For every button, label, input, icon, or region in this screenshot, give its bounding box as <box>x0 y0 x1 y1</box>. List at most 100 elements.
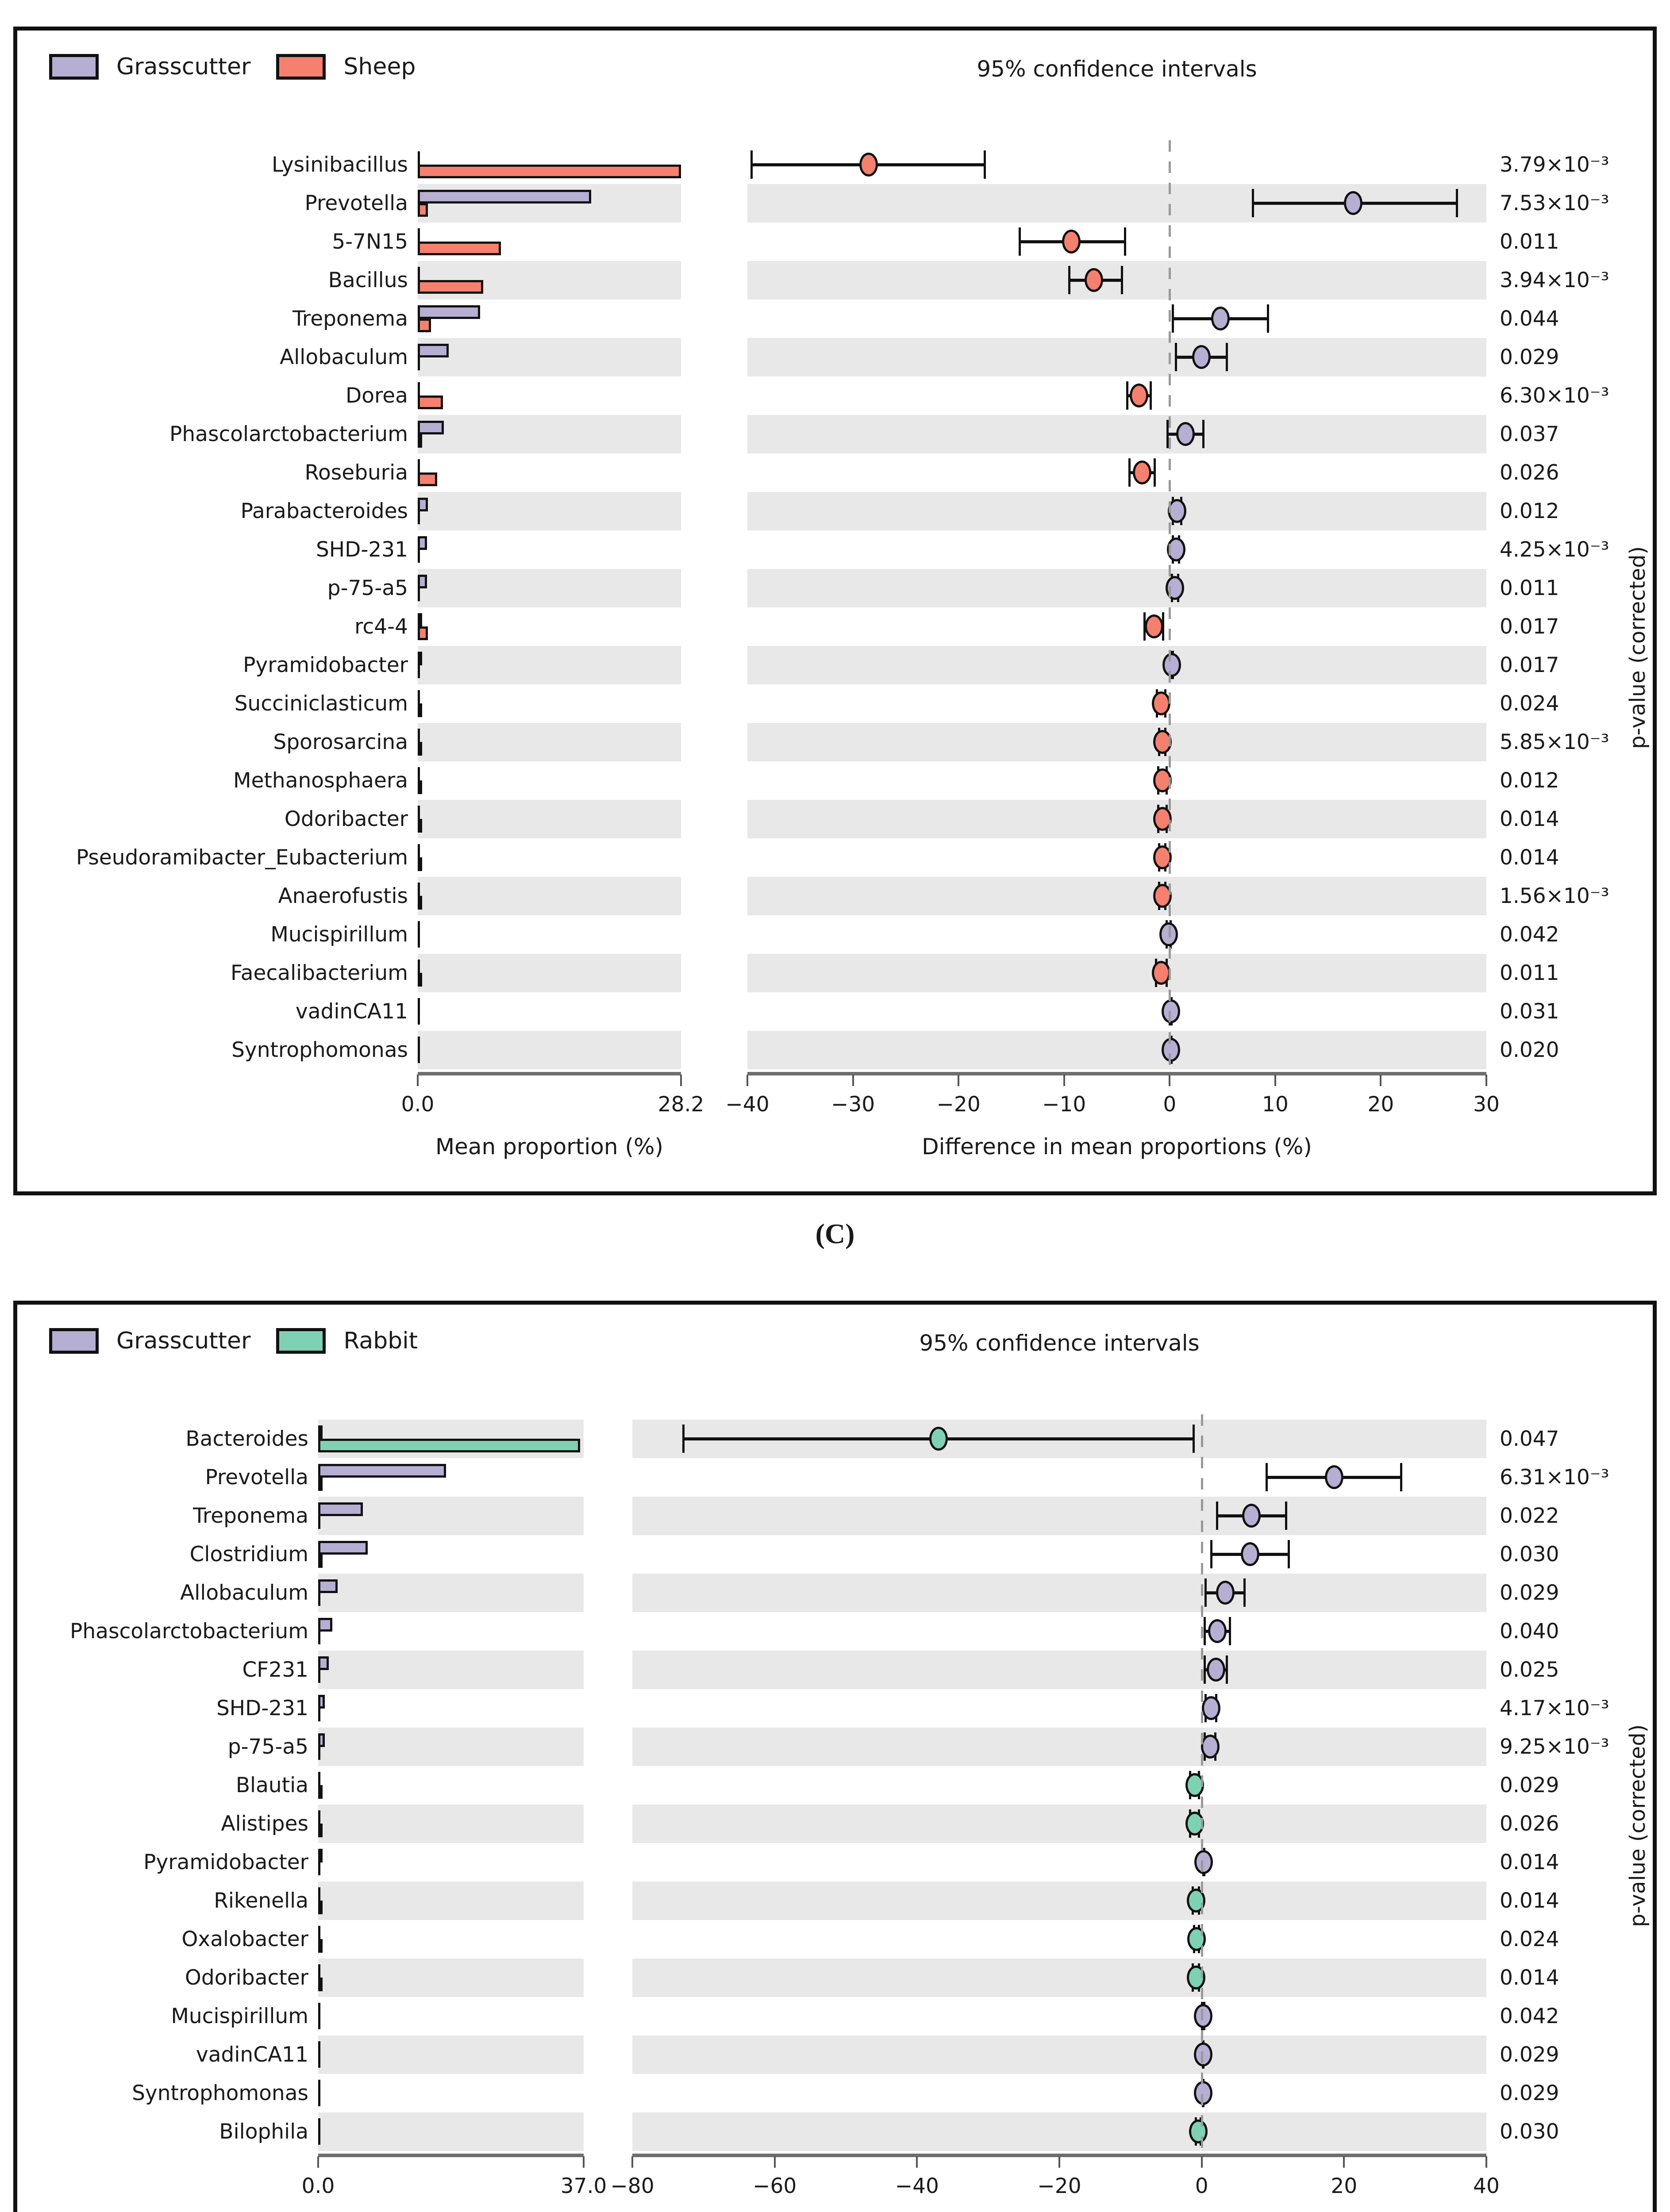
mean-bar-group2 <box>418 319 431 332</box>
bars-cell <box>318 1959 584 1997</box>
ci-dot <box>1242 1504 1261 1528</box>
taxon-label: Treponema <box>292 307 408 331</box>
bars-cell <box>318 2112 584 2151</box>
p-value: 0.026 <box>1500 1812 1559 1836</box>
legend-swatch-sheep <box>276 54 326 80</box>
p-value: 4.17×10⁻³ <box>1500 1696 1609 1720</box>
p-value: 6.30×10⁻³ <box>1500 384 1609 408</box>
taxon-row: rc4-4 0.017 <box>17 607 1653 646</box>
p-value: 0.024 <box>1500 691 1559 716</box>
ci-cell <box>747 492 1486 530</box>
p-value: 0.014 <box>1500 807 1559 831</box>
p-value: 0.011 <box>1500 576 1559 600</box>
p-value: 1.56×10⁻³ <box>1500 884 1609 908</box>
axis-tick-label: 20 <box>1331 2174 1358 2198</box>
ci-dot <box>1193 2004 1212 2028</box>
taxon-label: Syntrophomonas <box>132 2081 308 2105</box>
ci-cap-low <box>1216 1502 1218 1530</box>
axis-tick-label: −30 <box>831 1092 875 1117</box>
ci-cap-low <box>1172 304 1174 333</box>
ci-cell <box>747 723 1486 761</box>
mean-bar-grasscutter <box>418 344 449 357</box>
taxon-row: Bacteroides 0.047 <box>17 1420 1653 1458</box>
mean-bar-group2 <box>418 165 681 178</box>
ci-dot <box>1216 1581 1235 1605</box>
p-value: 3.79×10⁻³ <box>1500 153 1609 177</box>
ci-cell <box>632 1612 1486 1651</box>
p-value: 0.030 <box>1500 1542 1559 1567</box>
taxon-label: Bilophila <box>219 2120 308 2144</box>
taxon-row: Prevotella 7.53×10⁻³ <box>17 184 1653 223</box>
axis-tick-label: 0 <box>1163 1092 1177 1117</box>
taxon-row: 5-7N15 0.011 <box>17 223 1653 261</box>
taxon-label: Sporosarcina <box>273 730 408 754</box>
ci-cell <box>747 338 1486 376</box>
ci-dot <box>859 153 878 177</box>
taxon-row: Odoribacter 0.014 <box>17 800 1653 838</box>
p-value: 5.85×10⁻³ <box>1500 730 1609 754</box>
ci-dot <box>1062 230 1081 253</box>
p-value: 0.026 <box>1500 461 1559 485</box>
taxon-row: Phascolarctobacterium 0.040 <box>17 1612 1653 1651</box>
ci-cell <box>747 761 1486 800</box>
bars-cell <box>418 338 681 376</box>
ci-dot <box>1144 614 1163 638</box>
ci-dot <box>1152 961 1171 985</box>
zero-line <box>1201 1414 1203 2156</box>
taxon-label: Lysinibacillus <box>271 153 408 177</box>
taxon-row: vadinCA11 0.029 <box>17 2035 1653 2074</box>
p-value: 7.53×10⁻³ <box>1500 191 1609 215</box>
bar-axis-stub <box>418 998 420 1025</box>
taxon-label: CF231 <box>242 1658 308 1682</box>
ci-dot <box>1185 1773 1204 1797</box>
ci-dot <box>1211 307 1230 330</box>
axis-tick-label: −10 <box>1042 1092 1086 1117</box>
taxon-row: Mucispirillum 0.042 <box>17 915 1653 954</box>
axis-tick <box>1343 2156 1345 2168</box>
p-value: 0.029 <box>1500 2081 1559 2105</box>
bar-axis-stub <box>318 2118 320 2145</box>
bars-cell <box>418 992 681 1031</box>
taxon-row: Dorea 6.30×10⁻³ <box>17 376 1653 415</box>
taxon-label: Odoribacter <box>284 807 408 831</box>
ci-dot <box>1344 191 1363 215</box>
taxon-row: Odoribacter 0.014 <box>17 1959 1653 1997</box>
axis-tick <box>773 2156 776 2168</box>
taxon-label: Pyramidobacter <box>243 653 408 677</box>
axis-tick <box>1058 2156 1060 2168</box>
ci-cap-low <box>1166 420 1169 448</box>
ci-cell <box>632 1728 1486 1766</box>
axis-tick <box>583 2156 585 2168</box>
legend-label: Sheep <box>343 54 416 80</box>
ci-cell <box>747 1031 1486 1069</box>
axis-tick-label: −40 <box>725 1092 770 1117</box>
p-value: 4.25×10⁻³ <box>1500 538 1609 562</box>
p-value: 0.030 <box>1500 2120 1559 2144</box>
taxon-label: Treponema <box>193 1504 308 1528</box>
axis-tick-label: 0.0 <box>401 1092 435 1117</box>
mean-bar-grasscutter <box>418 652 422 665</box>
ci-title: 95% confidence intervals <box>977 56 1257 82</box>
mean-bar-group2 <box>418 434 422 448</box>
ci-cell <box>747 607 1486 646</box>
taxon-row: Allobaculum 0.029 <box>17 338 1653 376</box>
legend-item-grasscutter: Grasscutter <box>49 54 250 80</box>
mean-bar-group2 <box>418 626 428 640</box>
ci-cap-high <box>1149 381 1152 410</box>
taxon-row: Pyramidobacter 0.014 <box>17 1843 1653 1882</box>
bars-cell <box>418 492 681 530</box>
p-value: 0.017 <box>1500 653 1559 677</box>
taxon-label: SHD-231 <box>216 1696 308 1720</box>
axis-tick-label: −80 <box>610 2174 654 2198</box>
ci-cell <box>747 300 1486 338</box>
p-value: 0.040 <box>1500 1619 1559 1644</box>
p-value: 0.014 <box>1500 845 1559 870</box>
taxon-label: vadinCA11 <box>295 999 408 1024</box>
taxon-label: Roseburia <box>304 461 408 485</box>
ci-cap-high <box>1124 227 1127 256</box>
ci-cap-high <box>1266 304 1269 333</box>
ci-cell <box>632 1766 1486 1805</box>
ci-dot <box>1159 922 1178 946</box>
ci-cell <box>632 2074 1486 2112</box>
ci-cap-low <box>1143 612 1146 641</box>
